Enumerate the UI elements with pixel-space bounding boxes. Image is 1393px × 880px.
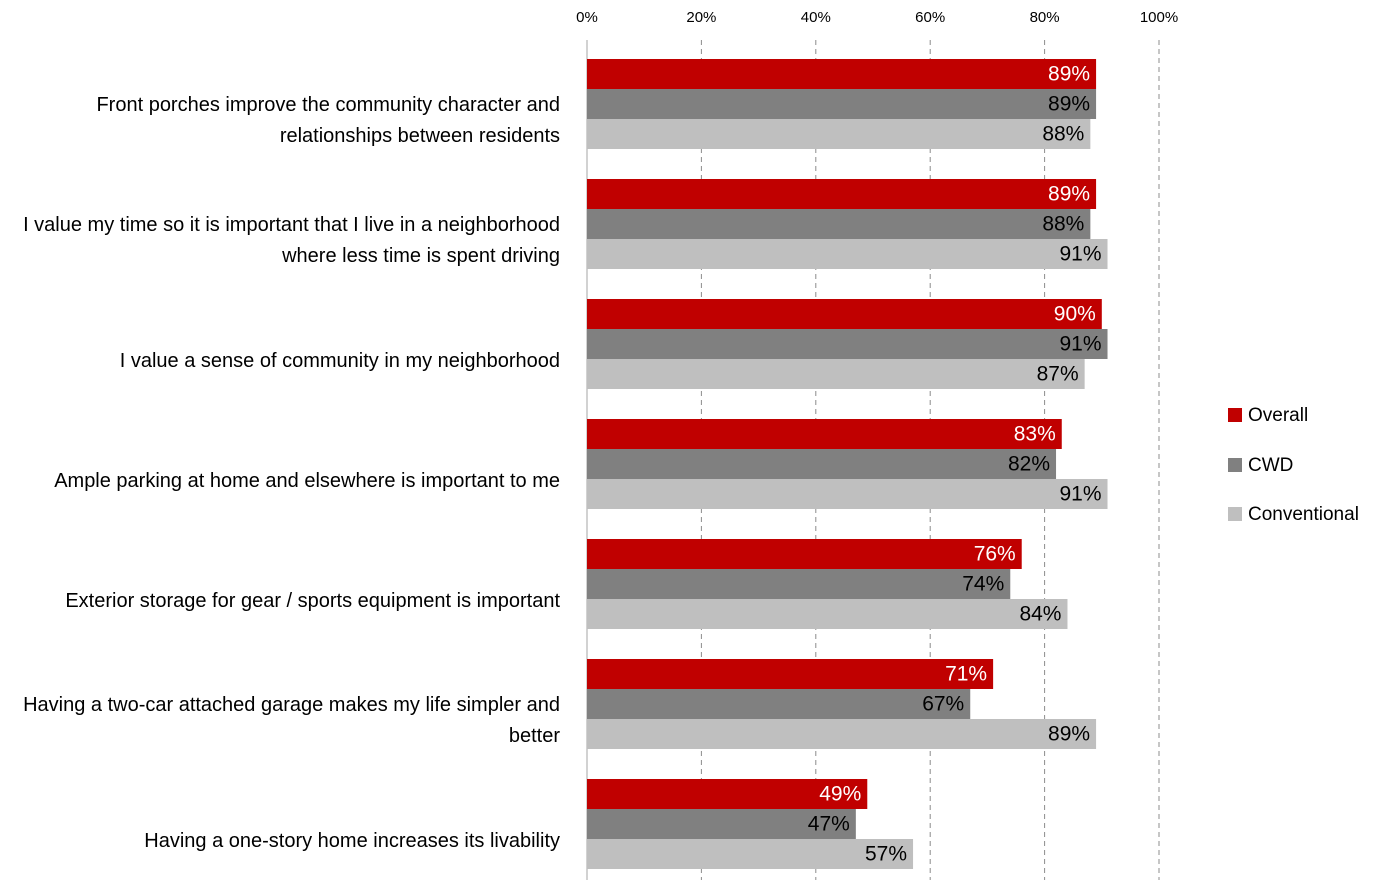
value-label: 88% [1042, 213, 1084, 236]
bar [587, 59, 1097, 89]
bar [587, 659, 994, 689]
value-label: 89% [1048, 63, 1090, 86]
x-tick-label: 0% [576, 9, 598, 26]
value-label: 82% [1008, 453, 1050, 476]
bar [587, 209, 1091, 239]
value-label: 91% [1059, 243, 1101, 266]
bar [587, 89, 1097, 119]
value-label: 87% [1037, 363, 1079, 386]
bar [587, 479, 1108, 509]
bar [587, 689, 971, 719]
bar [587, 569, 1011, 599]
value-label: 76% [974, 543, 1016, 566]
value-label: 47% [808, 813, 850, 836]
category-label: Ample parking at home and elsewhere is i… [54, 469, 560, 492]
bar [587, 539, 1022, 569]
bar [587, 599, 1068, 629]
bar [587, 419, 1062, 449]
bar [587, 809, 856, 839]
x-tick-label: 20% [686, 9, 716, 26]
value-label: 67% [922, 693, 964, 716]
x-tick-label: 80% [1030, 9, 1060, 26]
x-tick-label: 40% [801, 9, 831, 26]
bar [587, 239, 1108, 269]
x-tick-label: 60% [915, 9, 945, 26]
value-label: 89% [1048, 93, 1090, 116]
value-label: 89% [1048, 183, 1090, 206]
legend-label: Conventional [1248, 504, 1359, 525]
category-label: I value a sense of community in my neigh… [119, 349, 560, 372]
value-label: 74% [962, 573, 1004, 596]
legend-label: Overall [1248, 405, 1308, 426]
category-label: Having a one-story home increases its li… [144, 829, 560, 852]
category-label: Front porches improve the community char… [96, 94, 560, 147]
category-label: Exterior storage for gear / sports equip… [65, 589, 560, 612]
value-label: 90% [1054, 303, 1096, 326]
value-label: 91% [1059, 333, 1101, 356]
legend-swatch [1228, 507, 1242, 521]
bar [587, 299, 1102, 329]
bar [587, 329, 1108, 359]
value-label: 91% [1059, 483, 1101, 506]
x-tick-label: 100% [1140, 9, 1178, 26]
legend-swatch [1228, 408, 1242, 422]
value-label: 71% [945, 663, 987, 686]
bar [587, 359, 1085, 389]
bar [587, 719, 1097, 749]
value-label: 57% [865, 843, 907, 866]
legend-swatch [1228, 458, 1242, 472]
value-label: 89% [1048, 723, 1090, 746]
bar [587, 119, 1091, 149]
bar [587, 449, 1057, 479]
value-label: 49% [819, 783, 861, 806]
bar [587, 839, 914, 869]
bar [587, 179, 1097, 209]
value-label: 88% [1042, 123, 1084, 146]
category-label: Having a two-car attached garage makes m… [23, 694, 560, 747]
value-label: 84% [1019, 603, 1061, 626]
value-label: 83% [1014, 423, 1056, 446]
category-label: I value my time so it is important that … [23, 214, 560, 267]
bar [587, 779, 868, 809]
legend-label: CWD [1248, 455, 1293, 476]
